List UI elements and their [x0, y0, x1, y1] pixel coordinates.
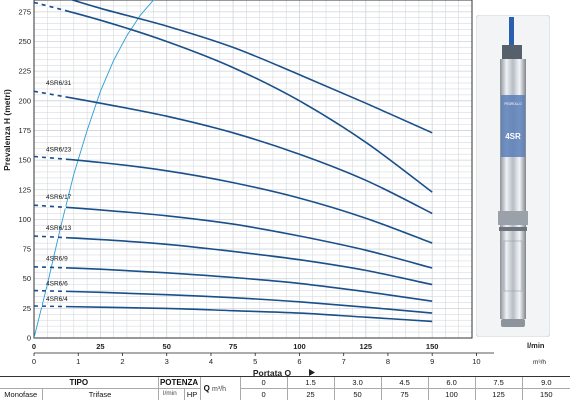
x-secondary-tick-label: 10 [472, 357, 480, 366]
x-tick-label: 125 [360, 342, 373, 351]
x-secondary-tick-label: 9 [430, 357, 434, 366]
x-secondary-tick-label: 0 [32, 357, 36, 366]
q-m3h-cell: 4.5 [380, 377, 429, 389]
table-header-row: TIPO POTENZA Q m³/h 0 1.5 3.0 4.5 6.0 7.… [0, 377, 570, 400]
x-axis-secondary-ticks: 0 1 2 3 4 5 6 7 8 9 10 [32, 352, 494, 366]
pump-curve-dash-mask [34, 204, 69, 209]
pump-curve-dash-mask [34, 90, 69, 99]
x-secondary-tick-label: 3 [165, 357, 169, 366]
q-lmin-cell: 150 [521, 388, 570, 400]
curve-series-label: 4SR6/4 [46, 296, 68, 303]
tipo-header: TIPO [69, 378, 89, 387]
x-secondary-tick-label: 4 [209, 357, 213, 366]
curve-series-label: 4SR6/6 [46, 281, 68, 288]
y-tick-label: 150 [18, 156, 31, 165]
pump-curve-line [69, 0, 433, 134]
q-lmin-cell: 75 [380, 388, 429, 400]
units-row2-label: l/min [162, 390, 178, 397]
curve-series-label: 4SR6/17 [46, 194, 72, 201]
x-tick-label: 50 [163, 342, 171, 351]
curve-series-label: 4SR6/31 [46, 80, 72, 87]
x-tick-label: 0 [32, 342, 36, 351]
q-label: Q m³/h [199, 377, 241, 400]
pump-curve-line [34, 305, 433, 323]
x-tick-label: 100 [293, 342, 306, 351]
curve-series-label: 4SR6/9 [46, 256, 68, 263]
pump-curve-line [34, 1, 433, 193]
q-m3h-cell: 0 [239, 377, 288, 389]
q-lmin-cell: 50 [333, 388, 382, 400]
x-axis-ticks: 0 25 50 75 100 125 150 [32, 342, 439, 351]
x-secondary-tick-label: 7 [342, 357, 346, 366]
y-tick-label: 175 [18, 126, 31, 135]
hp-label: HP [183, 388, 201, 400]
pump-brand-label: PEDROLLO [504, 102, 522, 106]
monofase-label: Monofase [0, 388, 42, 400]
pump-curve-line [34, 204, 433, 269]
y-tick-label: 225 [18, 67, 31, 76]
potenza-header: POTENZA [157, 377, 201, 389]
x-tick-label: 75 [229, 342, 237, 351]
x-secondary-tick-label: 6 [297, 357, 301, 366]
pump-curve-dash-mask [34, 1, 69, 13]
x-unit-label: l/min [527, 341, 545, 350]
x-axis-arrow-icon [309, 369, 315, 376]
q-lmin-cell: 0 [239, 388, 288, 400]
x-secondary-tick-label: 2 [120, 357, 124, 366]
plot-frame [33, 0, 473, 339]
pump-cable-icon [509, 17, 514, 45]
y-tick-label: 75 [23, 245, 31, 254]
pump-curve-line [34, 90, 433, 215]
q-m3h-cell: 7.5 [474, 377, 523, 389]
y-tick-label: 100 [18, 215, 31, 224]
y-tick-label: 50 [23, 274, 31, 283]
pump-curve-dash-mask [34, 289, 69, 293]
x-secondary-tick-label: 1 [76, 357, 80, 366]
x-secondary-tick-label: 5 [253, 357, 257, 366]
x-tick-label: 150 [426, 342, 439, 351]
pump-curve-line [34, 266, 433, 302]
q-m3h-cell: 9.0 [521, 377, 570, 389]
specs-table-strip: TIPO POTENZA Q m³/h 0 1.5 3.0 4.5 6.0 7.… [0, 376, 570, 401]
y-tick-label: 0 [27, 334, 31, 343]
curve-series-label: 4SR6/13 [46, 225, 72, 232]
pump-curve-dash-mask [34, 304, 69, 308]
pump-label-sticker [501, 95, 525, 157]
table-sub-row: Monofase Trifase kW HP 0 25 50 75 100 12… [0, 388, 570, 400]
q-m3h-cell: 1.5 [286, 377, 335, 389]
y-tick-label: 25 [23, 304, 31, 313]
y-tick-label: 200 [18, 96, 31, 105]
q-m3h-cell: 3.0 [333, 377, 382, 389]
pump-curves [34, 0, 433, 323]
y-tick-label: 250 [18, 37, 31, 46]
y-axis-ticks: 0 25 50 75 100 125 150 175 200 225 250 275 [18, 7, 31, 342]
pump-curve-line [34, 289, 433, 314]
x-tick-label: 25 [96, 342, 104, 351]
y-tick-label: 125 [18, 185, 31, 194]
pump-curve-line [34, 235, 433, 286]
x-axis-label: Portata Q [253, 368, 292, 376]
pump-curve-dash-mask [34, 155, 69, 161]
y-tick-label: 275 [18, 7, 31, 16]
trifase-label: Trifase [41, 388, 159, 400]
y-axis-label: Prevalenza H (metri) [2, 89, 12, 171]
pump-curve-dash-mask [34, 265, 69, 270]
grid-lines [33, 0, 473, 339]
specs-table: TIPO POTENZA Q m³/h 0 1.5 3.0 4.5 6.0 7.… [0, 377, 570, 400]
pump-curve-line [34, 155, 433, 244]
q-m3h-cell: 6.0 [427, 377, 476, 389]
pump-product-image: PEDROLLO 4SR [476, 15, 550, 337]
pump-model-label: 4SR [505, 132, 521, 141]
x-secondary-tick-label: 8 [386, 357, 390, 366]
curve-series-label: 4SR6/23 [46, 147, 72, 154]
q-lmin-cell: 125 [474, 388, 523, 400]
q-lmin-cell: 100 [427, 388, 476, 400]
pump-curve-dash-mask [34, 234, 69, 239]
q-lmin-cell: 25 [286, 388, 335, 400]
x-unit-secondary-label: m³/h [533, 359, 546, 366]
